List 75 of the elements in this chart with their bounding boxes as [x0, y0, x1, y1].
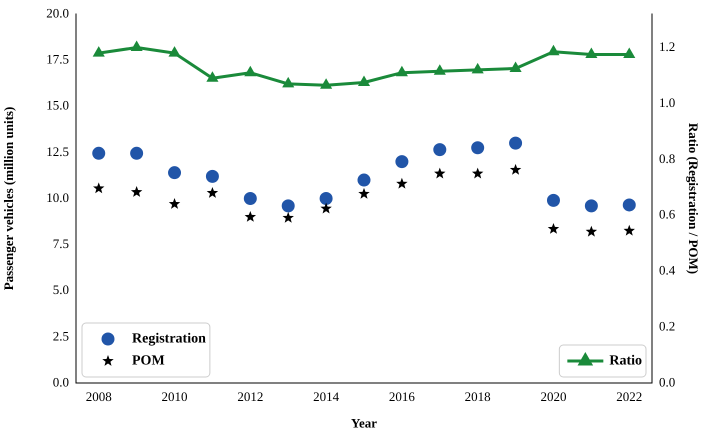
- point: [433, 143, 446, 156]
- point: [434, 168, 446, 178]
- y-tick-label: 15.0: [46, 98, 69, 113]
- y2-axis-title: Ratio (Registration / POM): [686, 122, 701, 274]
- point: [358, 76, 370, 86]
- point: [434, 64, 446, 75]
- legend-label: Ratio: [609, 354, 642, 369]
- x-tick-label: 2022: [616, 389, 642, 404]
- point: [93, 46, 104, 57]
- point: [509, 136, 522, 150]
- point: [130, 41, 142, 52]
- point: [168, 46, 180, 57]
- x-axis-title: Year: [351, 416, 378, 431]
- x-tick-label: 2014: [313, 389, 340, 404]
- y-tick-label: 7.5: [52, 236, 69, 252]
- point: [168, 198, 180, 209]
- y2-tick-label: 0.4: [659, 262, 676, 278]
- y2-tick-label: 0.8: [659, 150, 676, 166]
- x-tick-label: 2020: [540, 389, 566, 404]
- point: [624, 224, 635, 236]
- point: [168, 166, 182, 180]
- y-tick-label: 20.0: [46, 5, 69, 20]
- y-tick-label: 2.5: [52, 328, 69, 344]
- x-tick-label: 2018: [464, 389, 491, 404]
- point: [130, 146, 144, 160]
- point: [586, 48, 598, 58]
- point: [622, 198, 636, 212]
- x-tick-label: 2012: [237, 389, 264, 404]
- point: [396, 66, 408, 76]
- y-axis-title: Passenger vehicles (million units): [1, 106, 16, 290]
- legend-label: Registration: [132, 332, 206, 347]
- y2-tick-label: 0.0: [659, 374, 676, 390]
- y2-tick-label: 1.2: [659, 38, 676, 54]
- point: [395, 155, 408, 168]
- point: [510, 62, 522, 72]
- y2-tick-label: 1.0: [659, 94, 676, 110]
- point: [206, 170, 219, 183]
- y-tick-label: 17.5: [46, 52, 69, 67]
- point: [244, 210, 256, 222]
- point: [92, 146, 106, 160]
- point: [206, 186, 218, 198]
- point: [320, 192, 333, 205]
- point: [358, 174, 370, 187]
- point: [358, 188, 370, 199]
- point: [624, 48, 635, 58]
- point: [548, 45, 560, 56]
- y2-tick-label: 0.6: [659, 206, 676, 222]
- y-tick-label: 12.5: [46, 144, 69, 159]
- point: [244, 192, 257, 205]
- y2-tick-label: 0.2: [659, 318, 676, 334]
- point: [584, 199, 598, 212]
- y-tick-label: 5.0: [52, 282, 69, 298]
- point: [472, 168, 484, 178]
- point: [472, 63, 484, 74]
- point: [546, 194, 560, 207]
- point: [282, 212, 294, 223]
- y-tick-label: 10.0: [46, 190, 69, 205]
- point: [244, 66, 256, 76]
- point: [396, 178, 408, 189]
- x-tick-label: 2010: [162, 389, 188, 404]
- point: [320, 202, 332, 214]
- point: [548, 222, 560, 234]
- x-tick-label: 2008: [86, 389, 112, 404]
- x-tick-label: 2016: [388, 389, 416, 404]
- point: [93, 182, 104, 194]
- legend-label: POM: [132, 354, 165, 369]
- point: [130, 186, 142, 197]
- point: [510, 164, 522, 175]
- point: [320, 78, 332, 89]
- point: [282, 77, 294, 88]
- y-tick-label: 0.0: [52, 374, 69, 390]
- point: [206, 72, 218, 82]
- point: [586, 226, 598, 237]
- point: [282, 199, 295, 212]
- point: [471, 141, 484, 154]
